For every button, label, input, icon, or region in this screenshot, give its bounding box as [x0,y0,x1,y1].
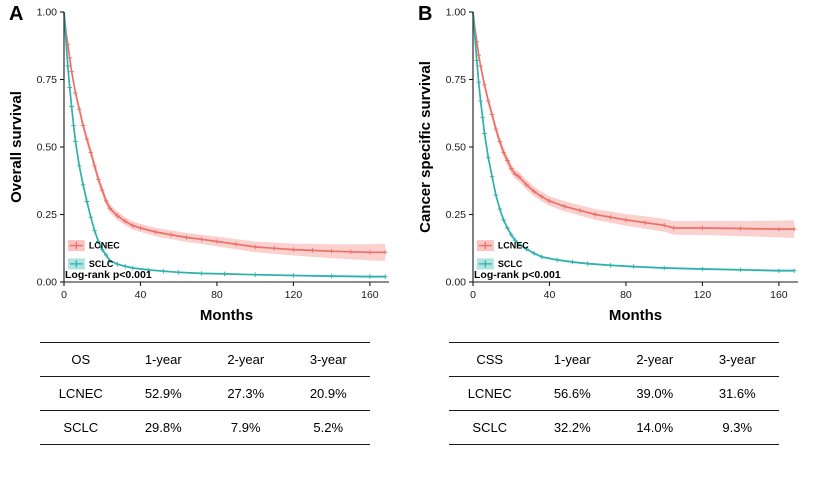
svg-text:SCLC: SCLC [89,259,114,269]
table-header-cell: OS [71,352,91,367]
svg-text:0.75: 0.75 [37,74,58,86]
table-header-row: CSS 1-year 2-year 3-year [448,342,779,377]
table-cell: 27.3% [227,386,265,401]
logrank-pvalue: Log-rank p<0.001 [474,269,561,281]
x-axis-label: Months [609,307,662,324]
svg-text:1.00: 1.00 [446,7,467,19]
svg-text:40: 40 [135,289,147,301]
svg-text:0: 0 [61,289,67,301]
table-row: SCLC 29.8% 7.9% 5.2% [39,411,370,445]
svg-text:0.50: 0.50 [446,142,467,154]
table-cell: LCNEC [467,386,512,401]
table-cell: SCLC [472,420,508,435]
svg-text:120: 120 [285,289,303,301]
legend: LCNEC SCLC [476,240,529,270]
svg-text:0.75: 0.75 [446,74,467,86]
table-header-cell: 2-year [636,352,674,367]
css-summary-table: CSS 1-year 2-year 3-year LCNEC 56.6% 39.… [448,342,779,445]
table-header-cell: 1-year [144,352,182,367]
survival-curve-sclc [472,11,797,273]
panel-b: B 0.00 0.25 0.50 0.75 1.00 0 40 80 120 160 Months C… [409,0,818,485]
svg-text:0.50: 0.50 [37,142,58,154]
survival-curve-lcnec [472,11,797,232]
svg-text:0.25: 0.25 [37,209,58,221]
svg-text:0.00: 0.00 [37,277,58,289]
table-row: SCLC 32.2% 14.0% 9.3% [448,411,779,445]
table-cell: 20.9% [309,386,347,401]
svg-text:120: 120 [694,289,712,301]
y-axis-label: Overall survival [8,91,25,203]
table-cell: SCLC [63,420,99,435]
table-header-cell: 2-year [227,352,265,367]
tick-labels: 0.00 0.25 0.50 0.75 1.00 0 40 80 120 160 [446,7,788,302]
svg-text:0: 0 [470,289,476,301]
overall-survival-chart: 0.00 0.25 0.50 0.75 1.00 0 40 80 120 160 Months Ove… [8,7,389,324]
table-header-cell: CSS [476,352,504,367]
tick-labels: 0.00 0.25 0.50 0.75 1.00 0 40 80 120 160 [37,7,379,302]
table-cell: 39.0% [636,386,674,401]
panel-label-a: A [9,3,24,25]
svg-text:0.00: 0.00 [446,277,467,289]
panel-a: A 0.00 0.25 0.50 0.75 1.00 0 40 80 120 160 Months O… [8,3,389,445]
table-header-row: OS 1-year 2-year 3-year [39,342,370,377]
table-cell: LCNEC [58,386,103,401]
table-row: LCNEC 56.6% 39.0% 31.6% [448,377,779,411]
table-header-cell: 3-year [309,352,347,367]
table-cell: 52.9% [144,386,182,401]
table-header-cell: 1-year [553,352,591,367]
svg-text:160: 160 [361,289,379,301]
svg-text:0.25: 0.25 [446,209,467,221]
logrank-pvalue: Log-rank p<0.001 [65,269,152,281]
svg-text:80: 80 [620,289,632,301]
survival-curve-sclc [63,11,388,279]
svg-text:160: 160 [770,289,788,301]
svg-text:40: 40 [544,289,556,301]
confidence-bands [473,12,795,272]
table-cell: 31.6% [718,386,756,401]
x-axis-label: Months [200,307,253,324]
table-cell: 56.6% [553,386,591,401]
table-cell: 9.3% [722,420,753,435]
svg-text:1.00: 1.00 [37,7,58,19]
confidence-bands [64,12,386,278]
survival-curve-lcnec [63,11,388,255]
svg-text:LCNEC: LCNEC [89,241,120,251]
svg-text:LCNEC: LCNEC [498,241,529,251]
table-cell: 7.9% [230,420,261,435]
table-header-cell: 3-year [718,352,756,367]
table-cell: 32.2% [553,420,591,435]
table-cell: 5.2% [313,420,344,435]
svg-text:SCLC: SCLC [498,259,523,269]
svg-text:80: 80 [211,289,223,301]
table-row: LCNEC 52.9% 27.3% 20.9% [39,377,370,411]
table-cell: 14.0% [636,420,674,435]
panel-label-b: B [418,3,433,25]
legend: LCNEC SCLC [67,240,120,270]
os-summary-table: OS 1-year 2-year 3-year LCNEC 52.9% 27.3… [39,342,370,445]
cancer-specific-survival-chart: 0.00 0.25 0.50 0.75 1.00 0 40 80 120 160 Months Can… [417,7,798,324]
table-cell: 29.8% [144,420,182,435]
y-axis-label: Cancer specific survival [417,61,434,233]
